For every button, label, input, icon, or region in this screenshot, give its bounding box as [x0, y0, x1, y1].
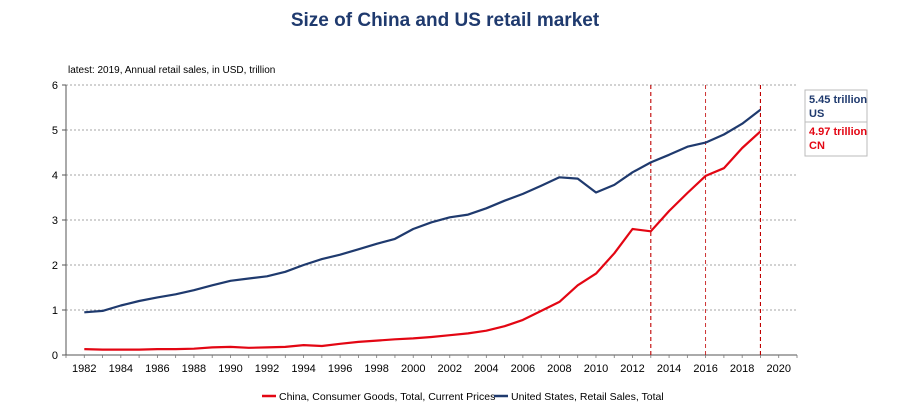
y-tick-labels: 0 1 2 3 4 5 6 [52, 80, 58, 362]
x-tick-label-2014: 2014 [657, 363, 681, 375]
vertical-markers [650, 85, 762, 355]
gridlines [66, 84, 797, 311]
x-tick-label-1996: 1996 [328, 363, 352, 375]
x-tick-label-1988: 1988 [182, 363, 206, 375]
chart-title: Size of China and US retail market [291, 10, 600, 31]
legend-china-label: China, Consumer Goods, Total, Current Pr… [279, 391, 495, 403]
x-tick-label-2000: 2000 [401, 363, 425, 375]
annotation-country-us: US [809, 108, 824, 120]
axes [62, 84, 798, 358]
y-tick-label-6: 6 [52, 80, 58, 92]
legend-china: China, Consumer Goods, Total, Current Pr… [262, 391, 495, 403]
china-series-line [84, 130, 762, 351]
x-tick-label-1990: 1990 [218, 363, 242, 375]
end-annotations: 5.45 trillion US 4.97 trillion CN [804, 89, 868, 157]
x-tick-label-2016: 2016 [693, 363, 717, 375]
legend: China, Consumer Goods, Total, Current Pr… [262, 391, 664, 403]
x-tick-labels: 1982 1984 1986 1988 1990 1992 1994 1996 1998 2000… [72, 363, 791, 375]
x-tick-label-2018: 2018 [730, 363, 754, 375]
us-series-line [84, 108, 762, 314]
legend-us: United States, Retail Sales, Total [494, 391, 664, 403]
y-tick-label-5: 5 [52, 125, 58, 137]
y-tick-label-3: 3 [52, 215, 58, 227]
y-tick-label-2: 2 [52, 260, 58, 272]
annotation-box-us [804, 89, 868, 125]
x-tick-label-2006: 2006 [511, 363, 535, 375]
x-tick-label-1986: 1986 [145, 363, 169, 375]
annotation-value-us: 5.45 trillion [809, 94, 867, 106]
x-tick-label-1984: 1984 [109, 363, 133, 375]
x-tick-label-2020: 2020 [766, 363, 790, 375]
x-tick-label-2002: 2002 [438, 363, 462, 375]
annotation-value-cn: 4.97 trillion [809, 126, 867, 138]
legend-us-label: United States, Retail Sales, Total [511, 391, 664, 403]
x-tick-label-2010: 2010 [584, 363, 608, 375]
y-tick-label-1: 1 [52, 305, 58, 317]
chart-subtitle: latest: 2019, Annual retail sales, in US… [68, 65, 275, 76]
x-tick-label-1994: 1994 [291, 363, 315, 375]
x-tick-label-2004: 2004 [474, 363, 498, 375]
annotation-us: 5.45 trillion US [804, 89, 868, 125]
annotation-box-cn [804, 121, 868, 157]
x-tick-label-2012: 2012 [620, 363, 644, 375]
y-tick-label-4: 4 [52, 170, 58, 182]
x-tick-label-1982: 1982 [72, 363, 96, 375]
annotation-cn: 4.97 trillion CN [804, 121, 868, 157]
series-lines [84, 108, 762, 351]
annotation-country-cn: CN [809, 140, 825, 152]
y-tick-label-0: 0 [52, 350, 58, 362]
x-tick-label-1998: 1998 [364, 363, 388, 375]
x-tick-label-2008: 2008 [547, 363, 571, 375]
x-tick-label-1992: 1992 [255, 363, 279, 375]
